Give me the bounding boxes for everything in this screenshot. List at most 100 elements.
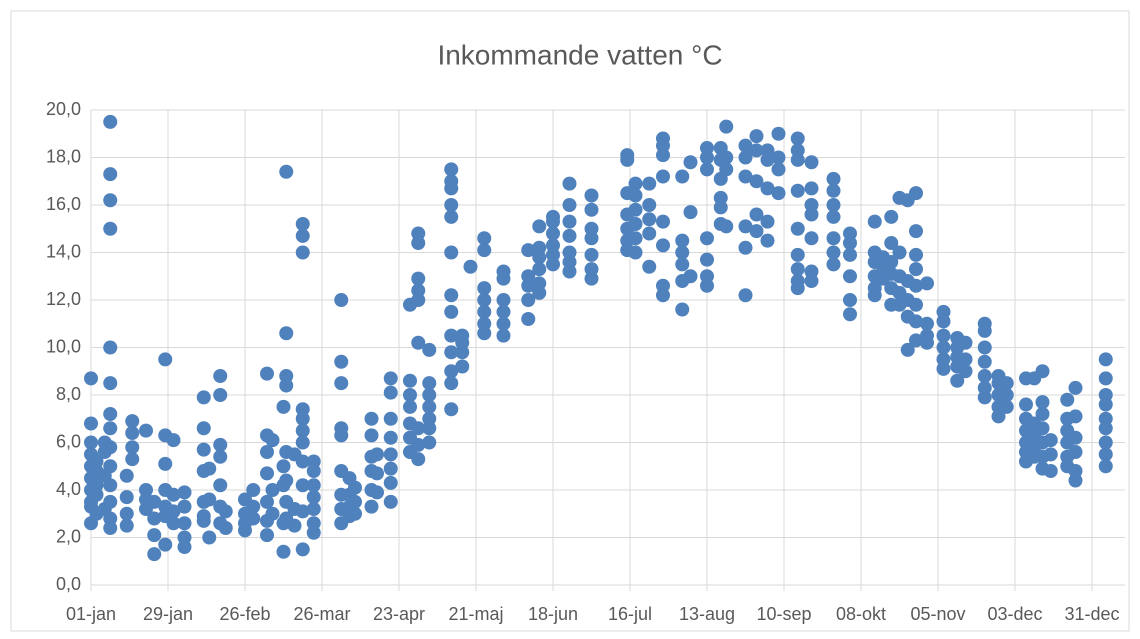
point [103, 421, 118, 436]
point [1098, 371, 1113, 386]
point [411, 421, 426, 436]
point [909, 262, 923, 277]
point [999, 376, 1014, 391]
point [213, 369, 228, 383]
point [771, 150, 786, 165]
point [477, 326, 492, 341]
point [1035, 407, 1050, 421]
point [103, 521, 118, 535]
point [1098, 459, 1113, 474]
point [760, 152, 775, 167]
point [760, 233, 775, 248]
x-tick-label: 10-sep [756, 604, 811, 624]
point [383, 494, 398, 509]
point [103, 407, 118, 421]
point [909, 278, 923, 293]
point [403, 388, 417, 402]
point [238, 523, 252, 538]
point [444, 402, 459, 417]
point [265, 433, 280, 448]
point [790, 152, 805, 167]
point [1035, 364, 1050, 379]
point [1043, 447, 1058, 462]
point [422, 435, 437, 450]
y-tick-label: 12,0 [46, 289, 81, 309]
y-tick-label: 6,0 [56, 431, 81, 451]
point [411, 293, 426, 307]
point [103, 376, 118, 391]
point [1068, 409, 1083, 424]
point [147, 511, 162, 526]
point [826, 171, 841, 186]
point [444, 245, 459, 260]
point [804, 181, 819, 196]
y-tick-label: 18,0 [46, 146, 81, 166]
point [276, 459, 291, 474]
point [1043, 433, 1058, 448]
point [790, 281, 805, 296]
point [936, 314, 951, 329]
point [1068, 380, 1083, 395]
point [977, 354, 992, 369]
point [477, 281, 492, 296]
point [260, 528, 274, 543]
x-tick-label: 16-jul [608, 604, 652, 624]
point [826, 209, 841, 224]
point [749, 129, 764, 144]
x-tick-label: 05-nov [910, 604, 965, 624]
point [103, 193, 118, 208]
point [642, 226, 657, 241]
point [496, 271, 511, 286]
point [276, 544, 291, 559]
point [279, 473, 294, 488]
x-tick-label: 13-aug [679, 604, 735, 624]
y-tick-label: 20,0 [46, 99, 81, 119]
point [265, 506, 280, 521]
point [477, 304, 492, 319]
point [119, 506, 134, 521]
point [826, 245, 841, 260]
point [700, 231, 714, 246]
point [1019, 397, 1033, 412]
point [477, 293, 492, 307]
point [738, 219, 753, 234]
point [700, 278, 714, 293]
point [719, 162, 734, 177]
point [279, 326, 294, 341]
point [584, 202, 599, 217]
point [147, 547, 162, 562]
point [771, 126, 786, 141]
point [158, 352, 173, 367]
point [843, 307, 857, 322]
point [103, 459, 118, 474]
point [909, 186, 923, 201]
point [444, 328, 459, 343]
point [383, 385, 398, 400]
point [463, 259, 478, 274]
point [900, 342, 915, 357]
point [411, 437, 426, 452]
point [804, 207, 819, 222]
point [749, 174, 764, 189]
point [521, 243, 536, 258]
point [562, 264, 577, 279]
point [719, 150, 734, 165]
point [306, 490, 321, 505]
point [496, 304, 511, 319]
point [119, 468, 134, 483]
point [546, 226, 560, 241]
point [279, 164, 294, 179]
point [532, 262, 547, 277]
point [713, 200, 728, 215]
point [1043, 464, 1058, 478]
point [738, 150, 753, 165]
point [246, 511, 261, 526]
point [920, 316, 934, 331]
point [642, 176, 657, 191]
point [521, 312, 536, 326]
point [1098, 447, 1113, 462]
x-tick-label: 26-feb [219, 604, 270, 624]
point [738, 288, 753, 303]
point [103, 494, 118, 509]
